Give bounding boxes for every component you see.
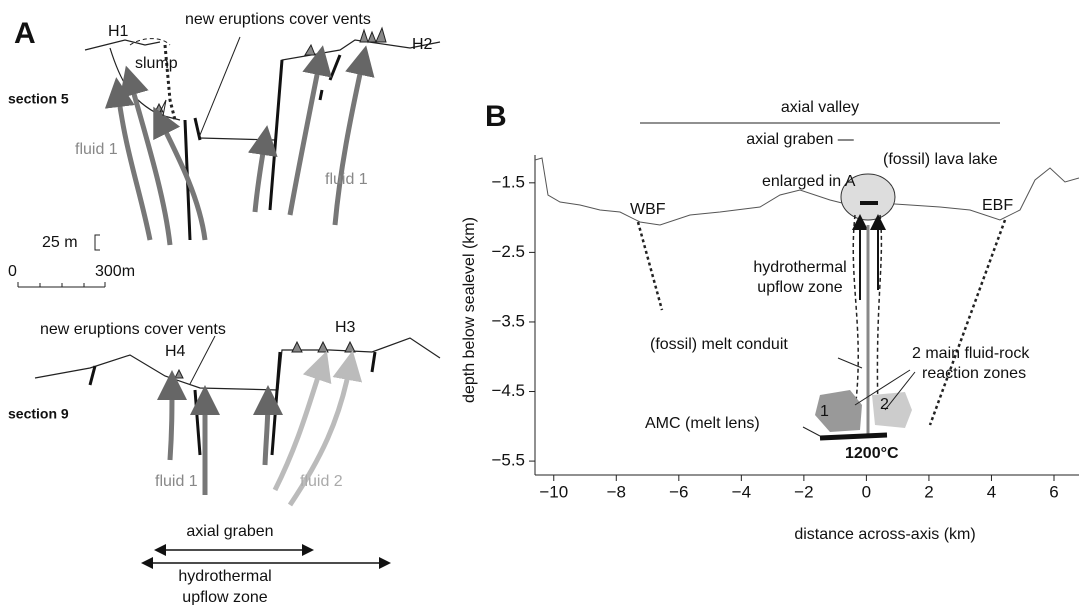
panel-a-drawing xyxy=(17,26,441,569)
axes: −10 −8 −6 −4 −2 0 2 4 6 −1.5 −2.5 −3.5 −4.5 −5.5 xyxy=(491,172,1058,501)
annotation: enlarged in A xyxy=(762,173,856,190)
annotation: axial graben — xyxy=(746,131,854,148)
site-label: H1 xyxy=(108,23,129,40)
annotation: 2 main fluid-rock xyxy=(912,345,1030,362)
x-axis-label: distance across-axis (km) xyxy=(794,526,975,543)
annotation: (fossil) lava lake xyxy=(883,151,998,168)
annotation: hydrothermal xyxy=(753,259,846,276)
y-axis-label: depth below sealevel (km) xyxy=(461,217,478,403)
fluid-label: fluid 1 xyxy=(75,141,118,158)
annotation: upflow zone xyxy=(182,589,267,605)
annotation: new eruptions cover vents xyxy=(185,11,371,28)
section-label: section 5 xyxy=(8,91,69,107)
zone-label: 2 xyxy=(880,396,889,413)
annotation: new eruptions cover vents xyxy=(40,321,226,338)
fluid-label: fluid 2 xyxy=(300,473,343,490)
y-tick-label: −1.5 xyxy=(491,172,525,191)
annotation: upflow zone xyxy=(757,279,842,296)
y-tick-label: −4.5 xyxy=(491,381,525,400)
annotation: 1200°C xyxy=(845,445,899,462)
x-tick-label: 6 xyxy=(1049,482,1058,501)
annotation: axial graben xyxy=(186,523,273,540)
site-label: H2 xyxy=(412,36,433,53)
panel-b-drawing xyxy=(534,122,1079,476)
x-tick-label: 4 xyxy=(987,482,996,501)
x-tick-label: −4 xyxy=(732,482,751,501)
x-tick-label: −10 xyxy=(539,482,568,501)
y-tick-label: −3.5 xyxy=(491,311,525,330)
fault-label: EBF xyxy=(982,197,1013,214)
x-tick-label: −2 xyxy=(794,482,813,501)
fault-label: WBF xyxy=(630,201,666,218)
site-label: H3 xyxy=(335,319,356,336)
scale-label: 0 xyxy=(8,263,17,280)
annotation: AMC (melt lens) xyxy=(645,415,760,432)
site-label: H4 xyxy=(165,343,186,360)
zone-label: 1 xyxy=(820,403,829,420)
annotation: (fossil) melt conduit xyxy=(650,336,788,353)
fluid-label: fluid 1 xyxy=(325,171,368,188)
fluid-label: fluid 1 xyxy=(155,473,198,490)
annotation: slump xyxy=(135,55,178,72)
scale-label: 25 m xyxy=(42,234,78,251)
panel-label: B xyxy=(485,100,507,133)
annotation: reaction zones xyxy=(922,365,1026,382)
x-tick-label: 0 xyxy=(862,482,871,501)
y-tick-label: −5.5 xyxy=(491,451,525,470)
panel-label: A xyxy=(14,17,36,50)
annotation: hydrothermal xyxy=(178,568,271,585)
y-tick-label: −2.5 xyxy=(491,242,525,261)
annotation: axial valley xyxy=(781,99,859,116)
x-tick-label: −8 xyxy=(607,482,626,501)
scale-label: 300m xyxy=(95,263,135,280)
x-tick-label: 2 xyxy=(924,482,933,501)
x-tick-label: −6 xyxy=(669,482,688,501)
section-label: section 9 xyxy=(8,406,69,422)
